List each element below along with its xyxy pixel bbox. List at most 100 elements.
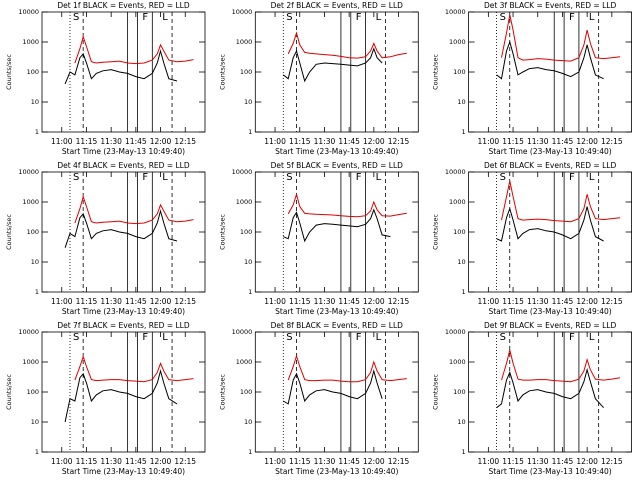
x-tick-label: 11:45 (338, 137, 360, 146)
marker-label: S (286, 172, 292, 183)
x-tick-label: 12:15 (174, 137, 196, 146)
x-tick-label: 11:00 (478, 457, 500, 466)
x-tick-label: 11:45 (125, 137, 147, 146)
x-tick-label: 11:15 (502, 457, 524, 466)
series-line (64, 369, 178, 423)
y-tick-label: 1000 (236, 198, 253, 206)
marker-label: L (589, 172, 595, 183)
plot-frame (41, 11, 206, 133)
x-tick-label: 11:30 (527, 297, 549, 306)
x-axis-label: Start Time (23-May-13 10:49:40) (488, 147, 611, 156)
x-tick-label: 12:00 (150, 457, 172, 466)
y-axis-label: Counts/sec (5, 214, 13, 250)
marker-label: S (500, 12, 506, 23)
series-line (496, 367, 604, 409)
chart-title: Det 4f BLACK = Events, RED = LLD (57, 161, 190, 170)
marker-label: S (286, 332, 292, 343)
x-tick-label: 12:15 (174, 297, 196, 306)
y-tick-label: 10000 (18, 328, 39, 336)
y-tick-label: 1 (461, 128, 465, 136)
y-tick-label: 100 (240, 388, 252, 396)
x-tick-label: 11:15 (289, 137, 311, 146)
y-tick-label: 100 (240, 68, 252, 76)
series-line (64, 49, 178, 85)
marker-label: F (142, 332, 148, 343)
x-tick-label: 11:45 (552, 137, 574, 146)
series-line (64, 209, 178, 248)
series-line (282, 47, 383, 83)
x-tick-label: 12:15 (388, 137, 410, 146)
marker-label: F (356, 12, 362, 23)
marker-label: F (569, 172, 575, 183)
x-tick-label: 11:30 (314, 297, 336, 306)
x-tick-label: 11:45 (552, 457, 574, 466)
series-line (287, 192, 407, 218)
y-tick-label: 10 (31, 418, 39, 426)
y-tick-label: 100 (27, 388, 39, 396)
marker-label: F (569, 332, 575, 343)
x-tick-label: 11:30 (527, 137, 549, 146)
marker-label: F (142, 172, 148, 183)
x-tick-label: 12:00 (363, 297, 385, 306)
series-line (287, 31, 407, 59)
plot-frame (254, 331, 419, 453)
x-tick-label: 12:00 (363, 457, 385, 466)
y-axis-label: Counts/sec (218, 374, 226, 410)
x-axis-label: Start Time (23-May-13 10:49:40) (62, 467, 185, 476)
x-tick-label: 11:00 (478, 297, 500, 306)
y-tick-label: 10000 (445, 168, 466, 176)
plot-frame (41, 171, 206, 293)
y-tick-label: 10000 (18, 168, 39, 176)
y-tick-label: 10000 (18, 8, 39, 16)
y-tick-label: 1000 (22, 38, 39, 46)
x-axis-label: Start Time (23-May-13 10:49:40) (275, 147, 398, 156)
marker-label: F (356, 332, 362, 343)
x-axis-label: Start Time (23-May-13 10:49:40) (62, 147, 185, 156)
x-tick-label: 11:00 (51, 457, 73, 466)
chart-title: Det 7f BLACK = Events, RED = LLD (57, 321, 190, 330)
x-tick-label: 12:00 (150, 297, 172, 306)
y-tick-label: 10 (31, 258, 39, 266)
series-line (501, 349, 621, 383)
marker-label: L (162, 12, 168, 23)
y-tick-label: 10000 (232, 168, 253, 176)
x-tick-label: 11:00 (51, 297, 73, 306)
x-axis-label: Start Time (23-May-13 10:49:40) (62, 307, 185, 316)
y-tick-label: 1 (461, 288, 465, 296)
x-tick-label: 11:00 (51, 137, 73, 146)
series-line (496, 206, 604, 242)
marker-label: S (500, 172, 506, 183)
y-tick-label: 100 (240, 228, 252, 236)
marker-label: L (376, 332, 382, 343)
plot-frame (41, 331, 206, 453)
y-tick-label: 1 (461, 448, 465, 456)
y-tick-label: 1000 (236, 38, 253, 46)
x-tick-label: 11:30 (527, 457, 549, 466)
series-line (283, 369, 383, 405)
marker-label: F (569, 12, 575, 23)
series-line (74, 34, 194, 65)
y-axis-label: Counts/sec (432, 214, 440, 250)
y-tick-label: 10 (457, 258, 465, 266)
marker-label: L (162, 172, 168, 183)
x-tick-label: 12:00 (576, 457, 598, 466)
plot-frame (468, 331, 633, 453)
x-tick-label: 12:15 (388, 297, 410, 306)
chart-title: Det 8f BLACK = Events, RED = LLD (271, 321, 404, 330)
y-tick-label: 10 (244, 418, 252, 426)
x-tick-label: 11:15 (289, 297, 311, 306)
series-line (501, 14, 621, 62)
x-tick-label: 11:30 (314, 457, 336, 466)
y-axis-label: Counts/sec (5, 54, 13, 90)
chart-title: Det 1f BLACK = Events, RED = LLD (57, 1, 190, 10)
y-tick-label: 100 (453, 388, 465, 396)
x-tick-label: 11:15 (76, 457, 98, 466)
chart-title: Det 6f BLACK = Events, RED = LLD (484, 161, 617, 170)
y-tick-label: 10000 (445, 8, 466, 16)
y-axis-label: Counts/sec (218, 54, 226, 90)
y-tick-label: 1 (35, 288, 39, 296)
series-line (496, 40, 604, 80)
x-tick-label: 12:15 (601, 297, 623, 306)
marker-label: S (73, 12, 79, 23)
chart-title: Det 9f BLACK = Events, RED = LLD (484, 321, 617, 330)
